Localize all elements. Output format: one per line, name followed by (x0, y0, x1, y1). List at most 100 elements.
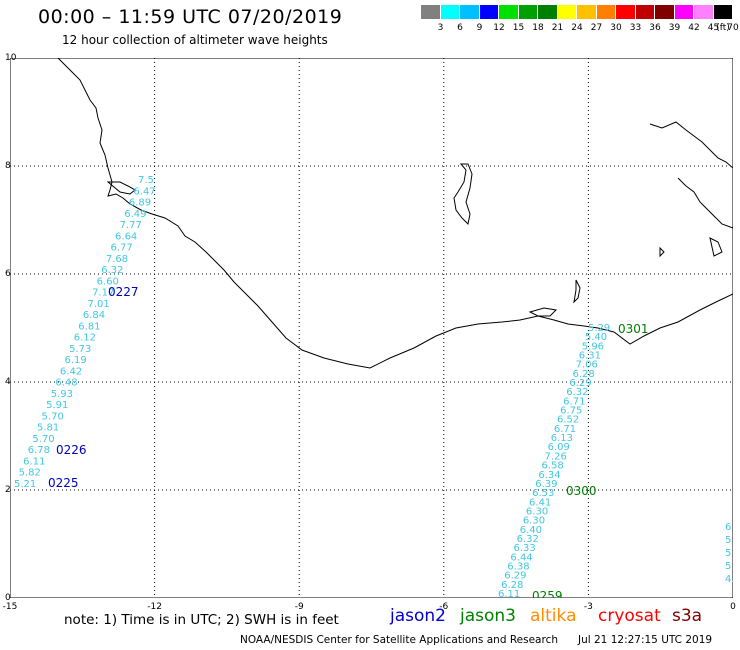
swh-value-label: 6.30 (526, 506, 548, 517)
swh-value-label: 5.70 (42, 411, 64, 422)
y-tick-label: 10 (5, 53, 17, 63)
legend-swatch (713, 5, 733, 19)
swh-value-label: 7.06 (576, 360, 598, 371)
legend-label: 27 (590, 23, 603, 33)
swh-value-label: 6.11 (498, 589, 520, 598)
legend-swatch (655, 5, 675, 19)
wave-height-map: 7.56.476.896.497.776.646.777.686.326.607… (10, 58, 733, 598)
swh-value-label: 5.91 (46, 400, 68, 411)
swh-value-label: 6.53 (532, 488, 554, 499)
generated-timestamp: Jul 21 12:27:15 UTC 2019 (578, 634, 713, 646)
legend-label: 39 (668, 23, 681, 33)
legend-swatch (499, 5, 519, 19)
swh-value-label: 5.81 (37, 423, 59, 434)
satellite-legend-item: altika (530, 606, 577, 626)
y-tick-label: 8 (5, 161, 11, 171)
swh-value-label: 6.34 (538, 470, 560, 481)
time-label: 0227 (108, 285, 139, 299)
legend-label: 21 (551, 23, 564, 33)
swh-value-label: 6.81 (78, 321, 100, 332)
swh-value-label: 5.96 (582, 341, 604, 352)
swh-value-label: 7.5 (138, 175, 154, 186)
coastline (57, 58, 733, 369)
swh-value-label: 6.30 (523, 516, 545, 527)
swh-value-label: 6.32 (566, 387, 588, 398)
swh-value-label: 6.48 (55, 378, 77, 389)
satellite-legend-item: cryosat (598, 606, 661, 626)
legend-swatch (479, 5, 499, 19)
x-tick-label: -3 (583, 602, 593, 612)
swh-value-label: 6.32 (101, 265, 123, 276)
swh-value-label: 6.28 (501, 580, 523, 591)
swh-value-label: 7.17 (92, 288, 114, 299)
swh-value-label: 6.28 (572, 369, 594, 380)
time-label: 0226 (56, 443, 87, 457)
y-tick-label: 0 (5, 593, 11, 603)
legend-label: 15 (512, 23, 525, 33)
time-label: 0301 (618, 322, 649, 336)
swh-value-label: 6.09 (548, 442, 570, 453)
swh-value-label: 5.21 (14, 479, 36, 490)
swh-value-label: 6.52 (557, 415, 579, 426)
y-tick-label: 2 (5, 485, 11, 495)
x-tick-label: 0 (730, 602, 736, 612)
swh-value-label: 7.68 (106, 254, 128, 265)
swh-value-label: 6.42 (60, 366, 82, 377)
swh-value-label: 5.40 (585, 332, 607, 343)
swh-value-label: 6.32 (517, 534, 539, 545)
legend-label: 42 (688, 23, 700, 33)
swh-value-label: 7.01 (87, 299, 109, 310)
swh-value-label: 5.29 (588, 323, 610, 334)
legend-swatch (694, 5, 714, 19)
swh-value-label: 6 (725, 522, 731, 533)
swh-value-label: 6.38 (507, 561, 529, 572)
legend-label: 3 (437, 23, 444, 33)
time-label: 0300 (566, 484, 597, 498)
legend-label: 18 (532, 23, 544, 33)
swh-value-label: 6.39 (535, 479, 557, 490)
swh-value-label: 6.44 (510, 552, 532, 563)
legend-swatch (674, 5, 694, 19)
legend-swatch (440, 5, 460, 19)
swh-value-label: 5 (725, 548, 731, 559)
time-label: 0259 (532, 589, 563, 598)
color-legend: 3 6 9 12 15 18 21 24 27 30 33 36 39 42 45 70 (ft) (421, 5, 739, 35)
swh-value-label: 5.73 (69, 344, 91, 355)
legend-swatch (460, 5, 480, 19)
time-label: 0225 (48, 476, 79, 490)
legend-swatch (421, 5, 441, 19)
legend-label: 24 (571, 23, 583, 33)
swh-value-label: 6.58 (541, 461, 563, 472)
legend-label: 9 (476, 23, 483, 33)
x-tick-label: -9 (294, 602, 304, 612)
swh-value-label: 5 (725, 535, 731, 546)
map-title: 00:00 – 11:59 UTC 07/20/2019 (38, 6, 343, 28)
legend-label: 33 (629, 23, 642, 33)
x-tick-label: -12 (147, 602, 162, 612)
swh-value-label: 5.93 (51, 389, 73, 400)
legend-swatch (518, 5, 538, 19)
legend-swatch (635, 5, 655, 19)
swh-value-label: 6.19 (65, 355, 87, 366)
swh-value-label: 5 (725, 561, 731, 572)
swh-value-label: 6.84 (83, 310, 105, 321)
legend-swatch (616, 5, 636, 19)
legend-swatch (577, 5, 597, 19)
legend-swatch (538, 5, 558, 19)
swh-value-label: 6.11 (23, 456, 45, 467)
legend-label: 70 (727, 23, 739, 33)
swh-value-label: 6.60 (97, 276, 119, 287)
y-tick-label: 6 (5, 269, 11, 279)
legend-swatch (557, 5, 577, 19)
swh-value-label: 6.33 (514, 543, 536, 554)
legend-unit: (ft) (716, 23, 730, 33)
satellite-legend-item: jason3 (460, 606, 516, 626)
x-tick-label: -15 (2, 602, 18, 612)
credit-line: NOAA/NESDIS Center for Satellite Applica… (240, 634, 558, 646)
legend-label: 30 (610, 23, 622, 33)
satellite-legend-item: jason2 (390, 606, 446, 626)
altimeter-tracks: 7.56.476.896.497.776.646.777.686.326.607… (14, 175, 733, 598)
swh-value-label: 6.29 (569, 378, 591, 389)
swh-value-label: 5.82 (19, 468, 41, 479)
swh-value-label: 6.40 (520, 525, 542, 536)
